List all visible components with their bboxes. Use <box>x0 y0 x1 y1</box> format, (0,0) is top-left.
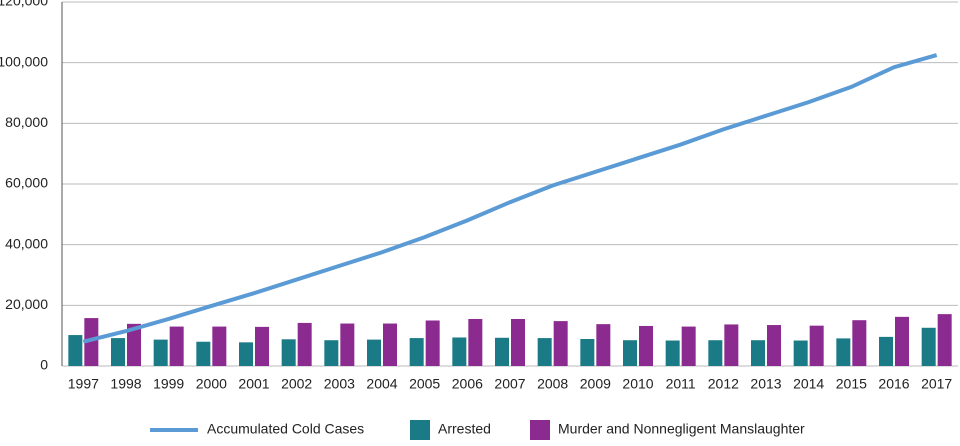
bar <box>767 325 781 366</box>
bar <box>495 337 509 366</box>
bar <box>724 324 739 366</box>
x-tick-label: 2006 <box>452 376 483 392</box>
bar <box>511 318 525 366</box>
x-tick-label: 1997 <box>68 376 99 392</box>
x-tick-label: 2004 <box>366 376 397 392</box>
y-tick-label: 100,000 <box>0 53 48 69</box>
x-tick-label: 2008 <box>537 376 568 392</box>
x-tick-label: 2010 <box>622 376 653 392</box>
bar <box>809 325 824 366</box>
bar <box>937 314 952 366</box>
x-tick-label: 2002 <box>281 376 312 392</box>
bar <box>452 337 467 366</box>
x-tick-label: 2000 <box>196 376 227 392</box>
bar <box>468 318 483 366</box>
bar <box>665 340 680 366</box>
bar <box>169 326 184 366</box>
x-tick-label: 2013 <box>750 376 781 392</box>
x-tick-label: 2017 <box>921 376 952 392</box>
x-tick-label: 2014 <box>793 376 824 392</box>
x-tick-label: 1998 <box>110 376 141 392</box>
line <box>82 53 938 344</box>
bar <box>196 341 211 366</box>
bar <box>153 339 168 366</box>
bar <box>596 324 611 366</box>
x-tick-label: 2012 <box>708 376 739 392</box>
bar <box>879 336 893 366</box>
x-tick-label: 2003 <box>324 376 355 392</box>
bar <box>127 323 141 366</box>
bar <box>895 316 909 366</box>
x-tick-label: 2009 <box>580 376 611 392</box>
x-tick-label: 2015 <box>836 376 867 392</box>
bar <box>239 342 253 366</box>
bar <box>639 325 653 366</box>
bar <box>84 318 99 366</box>
bar <box>383 323 397 366</box>
x-tick-label: 2007 <box>494 376 525 392</box>
bar <box>836 338 851 366</box>
bar <box>751 340 765 366</box>
bar <box>852 320 867 366</box>
bar <box>580 339 595 366</box>
legend-swatch <box>410 420 430 440</box>
bar <box>68 335 83 366</box>
bar <box>281 339 296 366</box>
x-tick-label: 1999 <box>153 376 184 392</box>
legend-label: Accumulated Cold Cases <box>207 421 364 437</box>
x-tick-label: 2001 <box>238 376 269 392</box>
bar <box>324 340 339 366</box>
legend-label: Arrested <box>438 421 491 437</box>
x-tick-label: 2005 <box>409 376 440 392</box>
bar <box>255 326 269 366</box>
y-tick-label: 120,000 <box>0 0 48 9</box>
bar <box>111 338 125 366</box>
bar <box>340 323 355 366</box>
legend-label: Murder and Nonnegligent Manslaughter <box>558 421 805 437</box>
y-tick-label: 40,000 <box>5 235 48 251</box>
bar <box>425 320 440 366</box>
bar <box>212 326 227 366</box>
bar <box>681 326 696 366</box>
bar <box>367 339 381 366</box>
bar <box>708 340 723 366</box>
bar <box>537 338 552 366</box>
bar <box>297 322 312 366</box>
bar <box>921 327 936 366</box>
legend-swatch <box>530 420 550 440</box>
y-tick-label: 60,000 <box>5 175 48 191</box>
y-tick-label: 20,000 <box>5 296 48 312</box>
bar <box>793 340 808 366</box>
x-tick-label: 2016 <box>878 376 909 392</box>
y-tick-label: 0 <box>40 357 48 373</box>
y-tick-label: 80,000 <box>5 114 48 130</box>
bar <box>623 340 637 366</box>
bar <box>409 338 424 366</box>
bar <box>553 321 568 366</box>
x-tick-label: 2011 <box>666 376 696 392</box>
